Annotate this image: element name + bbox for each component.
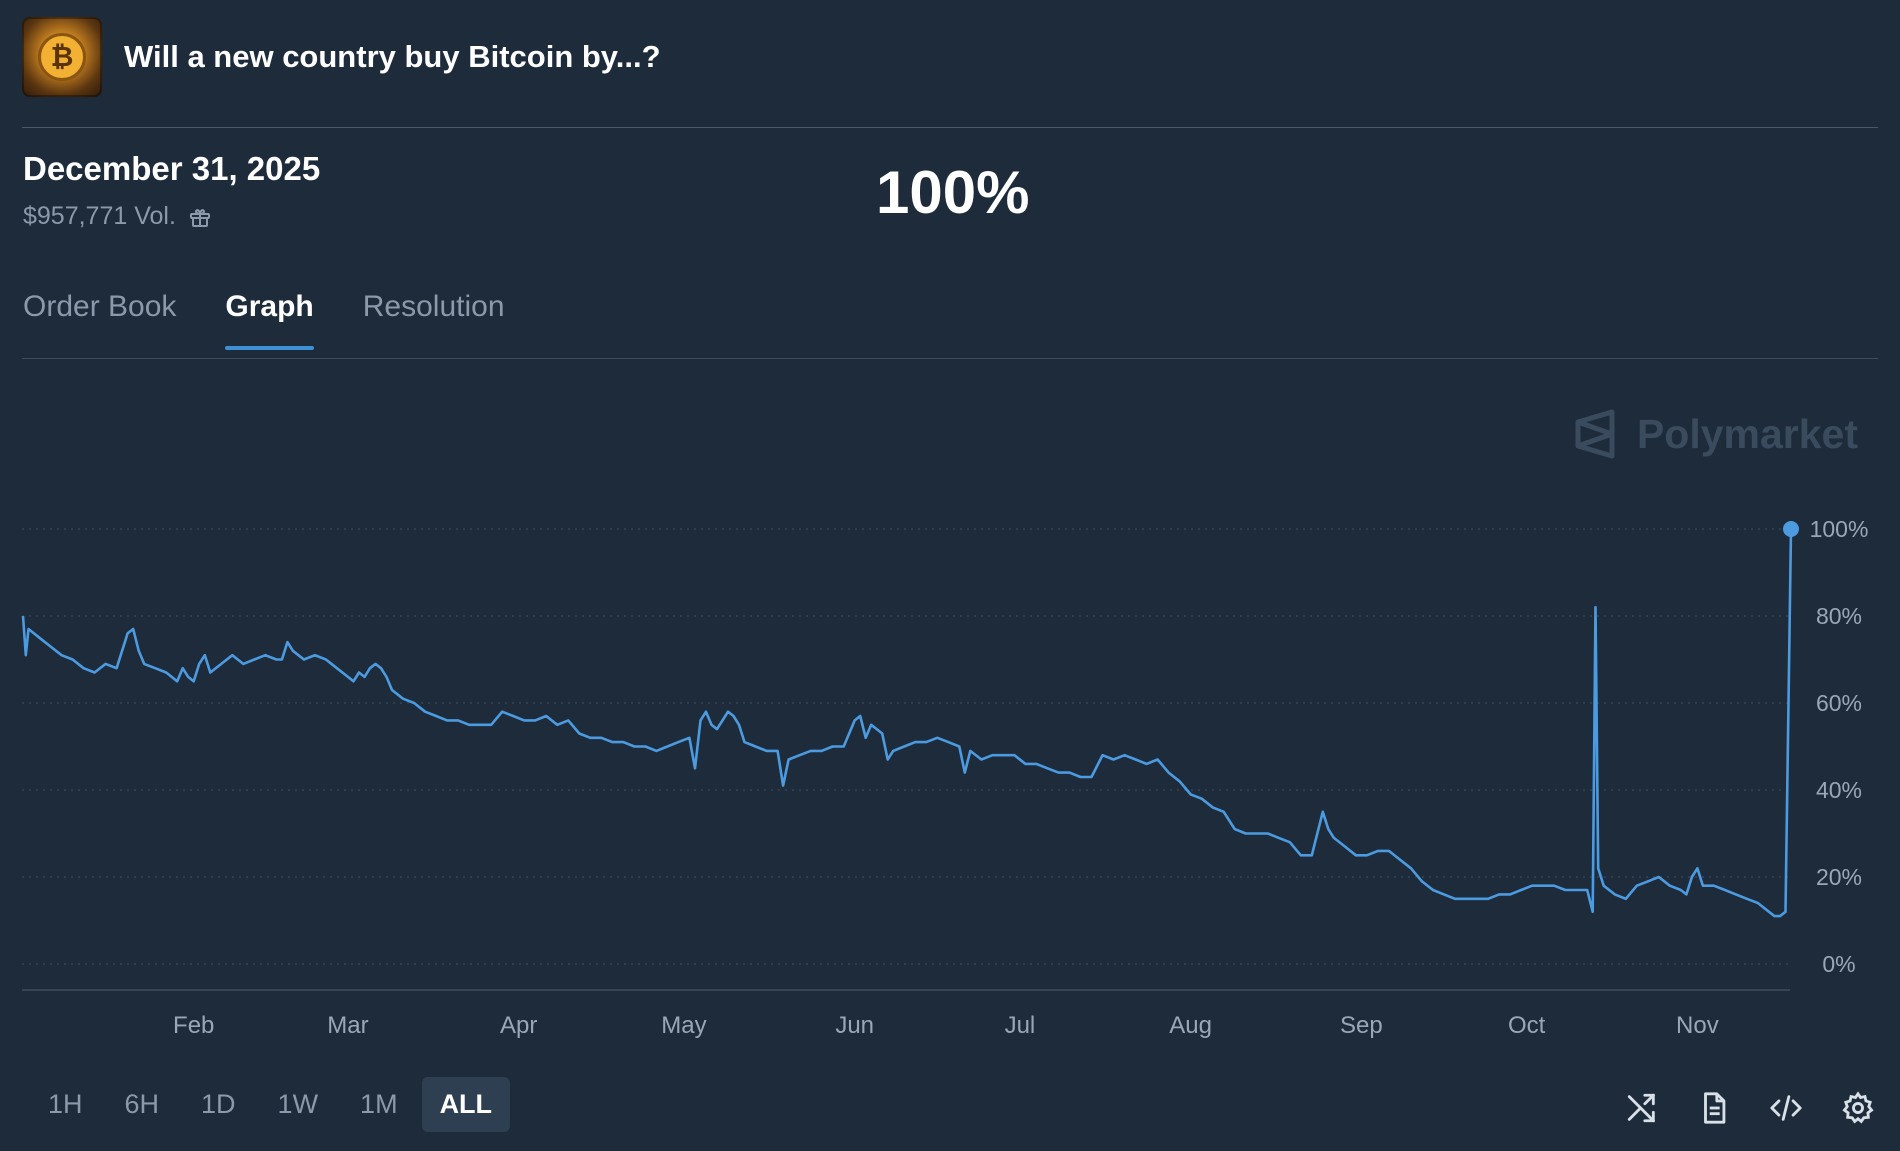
settings-button[interactable] [1838, 1088, 1878, 1128]
y-tick-label: 60% [1816, 690, 1862, 716]
volume-text: $957,771 Vol. [23, 202, 176, 230]
shuffle-icon [1627, 1093, 1655, 1123]
shuffle-button[interactable] [1622, 1088, 1662, 1128]
range-6h-button[interactable]: 6H [124, 1089, 160, 1119]
document-icon [1704, 1092, 1726, 1124]
tab-resolution[interactable]: Resolution [362, 290, 505, 323]
range-1w-button[interactable]: 1W [277, 1089, 319, 1119]
range-1h-button[interactable]: 1H [48, 1089, 83, 1119]
x-tick-label: Mar [327, 1012, 368, 1039]
code-icon [1770, 1095, 1802, 1121]
x-tick-label: Sep [1340, 1012, 1383, 1039]
x-tick-label: Jun [835, 1012, 874, 1039]
range-1m-button[interactable]: 1M [360, 1089, 398, 1119]
y-tick-label: 40% [1816, 777, 1862, 803]
tabs-divider [22, 358, 1878, 359]
y-tick-label: 80% [1816, 603, 1862, 629]
x-tick-label: Aug [1169, 1012, 1212, 1039]
market-tabs: Order Book Graph Resolution [23, 290, 554, 350]
tab-order-book[interactable]: Order Book [23, 290, 177, 323]
time-range-selector: 1H 6H 1D 1W 1M ALL [30, 1077, 516, 1132]
x-tick-label: Jul [1005, 1012, 1036, 1039]
y-tick-label: 100% [1810, 516, 1869, 542]
y-tick-label: 0% [1822, 951, 1855, 977]
market-title: Will a new country buy Bitcoin by...? [124, 39, 661, 74]
x-tick-label: Apr [500, 1012, 537, 1039]
bitcoin-logo: ₿ [22, 17, 102, 97]
market-date-label: December 31, 2025 [23, 150, 321, 187]
x-axis-ticks: Feb Mar Apr May Jun Jul Aug Sep Oct Nov [173, 1012, 1719, 1039]
chart-grid [22, 528, 1790, 991]
y-tick-label: 20% [1816, 864, 1862, 890]
probability-series-line [21, 528, 1793, 918]
bitcoin-icon: ₿ [38, 33, 86, 81]
range-all-button[interactable]: ALL [421, 1077, 511, 1132]
y-axis-ticks: 0% 20% 40% 60% 80% 100% [1810, 516, 1869, 977]
market-volume: $957,771 Vol. [23, 202, 212, 231]
settings-icon [1842, 1091, 1874, 1124]
embed-code-button[interactable] [1766, 1088, 1806, 1128]
gift-icon[interactable] [188, 205, 212, 229]
polymarket-watermark: Polymarket [1571, 408, 1858, 460]
header-divider [22, 127, 1878, 128]
x-tick-label: May [661, 1012, 706, 1039]
chart-tools [1590, 1088, 1878, 1128]
polymarket-logo-icon [1575, 409, 1615, 459]
watermark-text: Polymarket [1636, 410, 1858, 457]
x-tick-label: Feb [173, 1012, 214, 1039]
range-1d-button[interactable]: 1D [201, 1089, 236, 1119]
current-value-dot [1783, 521, 1799, 537]
x-tick-label: Oct [1508, 1012, 1546, 1039]
tab-graph[interactable]: Graph [225, 290, 315, 350]
x-tick-label: Nov [1676, 1012, 1719, 1039]
current-probability: 100% [876, 159, 1030, 226]
market-header: ₿ Will a new country buy Bitcoin by...? [22, 16, 661, 98]
document-button[interactable] [1694, 1088, 1734, 1128]
